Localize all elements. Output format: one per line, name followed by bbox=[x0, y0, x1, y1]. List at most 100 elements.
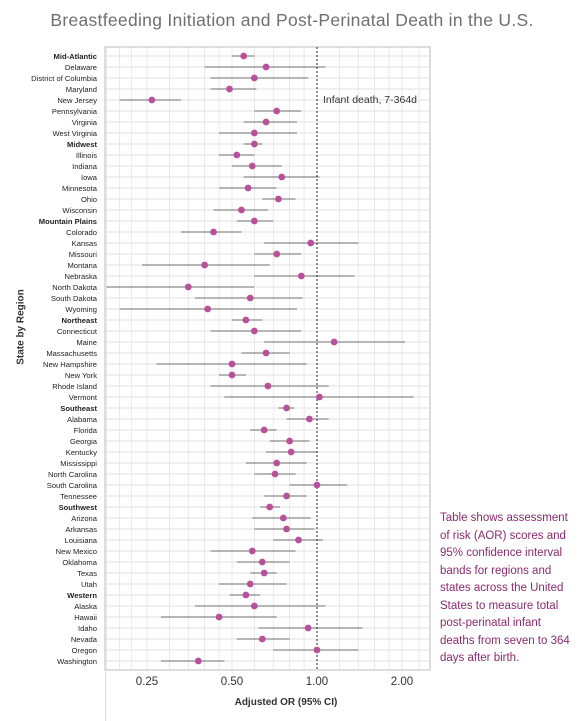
data-point bbox=[330, 338, 338, 346]
row-label: Wisconsin bbox=[62, 206, 97, 215]
row-label: Southeast bbox=[60, 404, 97, 413]
row-label: Massachusetts bbox=[46, 349, 97, 358]
data-point bbox=[262, 118, 270, 126]
data-point bbox=[286, 437, 294, 445]
data-point bbox=[250, 129, 258, 137]
row-label: North Dakota bbox=[52, 283, 98, 292]
row-label: Minnesota bbox=[62, 184, 98, 193]
data-point bbox=[304, 624, 312, 632]
data-point bbox=[242, 591, 250, 599]
data-point bbox=[250, 74, 258, 82]
data-point bbox=[262, 63, 270, 71]
axis-layer: Infant death, 7-364d bbox=[104, 46, 431, 671]
row-label: Nevada bbox=[71, 635, 98, 644]
row-label: New Hampshire bbox=[43, 360, 97, 369]
row-label: Missouri bbox=[69, 250, 98, 259]
data-point bbox=[244, 184, 252, 192]
row-label-layer: Mid-Atlantic Delaware District of Columbia… bbox=[31, 52, 98, 666]
data-point bbox=[295, 536, 302, 544]
row-label: Western bbox=[67, 591, 97, 600]
row-label: South Dakota bbox=[51, 294, 98, 303]
x-tick-label: 2.00 bbox=[391, 676, 413, 688]
caption-note: Table shows assessment of risk (AOR) sco… bbox=[440, 512, 570, 664]
row-label: Alaska bbox=[74, 602, 98, 611]
row-label: Montana bbox=[67, 261, 97, 270]
data-point bbox=[283, 404, 290, 412]
point-layer bbox=[148, 52, 338, 665]
row-label: Northeast bbox=[62, 316, 98, 325]
data-point bbox=[240, 52, 248, 60]
data-point bbox=[273, 459, 281, 467]
row-label: Connecticut bbox=[57, 327, 98, 336]
row-label: Pennsylvania bbox=[52, 107, 98, 116]
data-point bbox=[250, 140, 258, 148]
row-label: Alabama bbox=[67, 415, 98, 424]
data-point bbox=[184, 283, 192, 291]
row-label: Tennessee bbox=[60, 492, 97, 501]
row-label: Florida bbox=[74, 426, 98, 435]
row-label: Nebraska bbox=[65, 272, 98, 281]
row-label: South Carolina bbox=[47, 481, 98, 490]
data-point bbox=[228, 371, 236, 379]
row-label: Southwest bbox=[59, 503, 98, 512]
data-point bbox=[248, 162, 256, 170]
chart-title: Breastfeeding Initiation and Post-Perina… bbox=[50, 10, 534, 30]
y-axis-label: State by Region bbox=[15, 289, 27, 365]
row-label: Kansas bbox=[72, 239, 98, 248]
row-label: Utah bbox=[81, 580, 97, 589]
row-label: Arkansas bbox=[65, 525, 97, 534]
data-point bbox=[250, 602, 258, 610]
x-tick-label: 0.25 bbox=[136, 676, 158, 688]
data-point bbox=[226, 85, 233, 93]
data-point bbox=[275, 195, 282, 203]
data-point bbox=[271, 470, 279, 478]
data-point bbox=[201, 261, 209, 269]
row-label: Ohio bbox=[81, 195, 97, 204]
row-label: Vermont bbox=[69, 393, 98, 402]
row-label: New York bbox=[65, 371, 97, 380]
data-point bbox=[287, 448, 295, 456]
row-label: Oregon bbox=[72, 646, 97, 655]
data-point bbox=[283, 525, 290, 533]
data-point bbox=[273, 107, 281, 115]
data-point bbox=[238, 206, 245, 214]
row-label: Indiana bbox=[72, 162, 98, 171]
row-label: Wyoming bbox=[65, 305, 97, 314]
data-point bbox=[279, 514, 287, 522]
row-label: Rhode Island bbox=[52, 382, 97, 391]
data-point bbox=[266, 503, 274, 511]
data-point bbox=[260, 569, 268, 577]
row-label: Hawaii bbox=[74, 613, 97, 622]
row-label: Mountain Plains bbox=[39, 217, 97, 226]
row-label: West Virginia bbox=[53, 129, 98, 138]
row-label: Maryland bbox=[66, 85, 97, 94]
data-point bbox=[250, 217, 258, 225]
row-label: Louisiana bbox=[64, 536, 97, 545]
row-label: Maine bbox=[76, 338, 97, 347]
data-point bbox=[194, 657, 202, 665]
row-label: Delaware bbox=[65, 63, 97, 72]
data-point bbox=[264, 382, 272, 390]
data-point bbox=[306, 415, 313, 423]
data-point bbox=[283, 492, 290, 500]
data-point bbox=[148, 96, 156, 104]
row-label: Oklahoma bbox=[62, 558, 97, 567]
data-point bbox=[297, 272, 305, 280]
data-point bbox=[262, 349, 270, 357]
row-label: Midwest bbox=[67, 140, 97, 149]
row-label: Georgia bbox=[70, 437, 98, 446]
data-point bbox=[313, 646, 321, 654]
plot-frame bbox=[104, 46, 431, 671]
data-point bbox=[204, 305, 212, 313]
data-point bbox=[313, 481, 321, 489]
grid-layer bbox=[105, 47, 430, 670]
data-point bbox=[258, 558, 266, 566]
data-point bbox=[228, 360, 236, 368]
data-point bbox=[246, 580, 254, 588]
data-point bbox=[210, 228, 217, 236]
reference-line-label: Infant death, 7-364d bbox=[323, 94, 417, 106]
data-point bbox=[260, 426, 268, 434]
ci-layer bbox=[106, 55, 414, 662]
row-label: North Carolina bbox=[48, 470, 98, 479]
